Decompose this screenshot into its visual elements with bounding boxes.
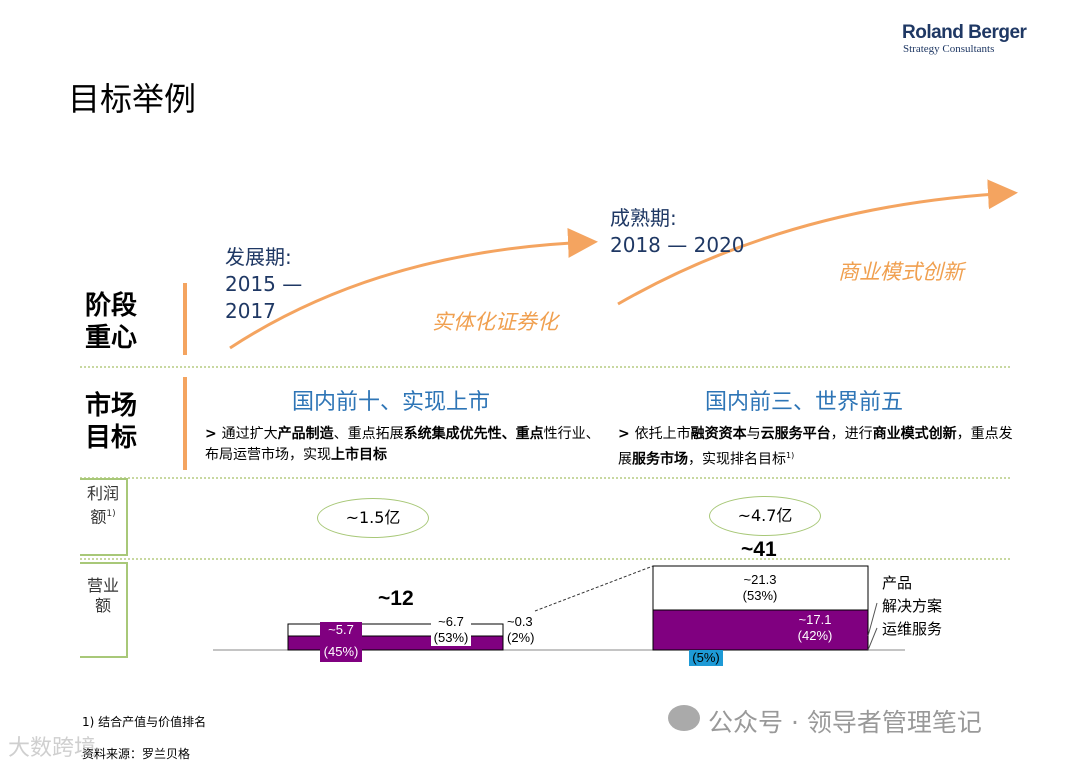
goal-2-description: > 依托上市融资资本与云服务平台，进行商业模式创新，重点发展服务市场，实现排名目…	[618, 424, 1013, 471]
row-label-market: 市场目标	[85, 391, 138, 453]
description-fragment: 、重点拓展	[333, 426, 404, 442]
description-fragment: >	[205, 426, 222, 442]
footnote: 1) 结合产值与价值排名	[82, 715, 207, 729]
description-fragment: 上市目标	[331, 447, 387, 463]
zoom-connector	[534, 565, 654, 612]
description-fragment: 融资资本	[690, 426, 747, 442]
row-divider	[80, 477, 1010, 479]
value: ~17.1	[798, 612, 832, 627]
row-label-focus: 阶段重心	[85, 291, 138, 353]
phase-2: 成熟期: 2018 — 2020	[610, 205, 745, 259]
revenue-legend: 产品 解决方案 运维服务	[882, 572, 942, 641]
revenue-2017-total: ~12	[378, 587, 414, 610]
description-fragment: 行业、布局运营市场，实现	[205, 426, 600, 463]
row-divider	[80, 558, 1010, 560]
legend-leader-2	[867, 627, 878, 651]
phase-name: 发展期:	[225, 245, 292, 269]
revenue-2020-service-label: (5%)	[689, 650, 723, 666]
logo-roland-berger: Roland Berger	[902, 22, 1027, 43]
pct: (42%)	[797, 628, 833, 643]
divider-bar-focus	[183, 283, 187, 355]
profit-2020: ~4.7亿	[709, 496, 821, 536]
phase-1: 发展期: 2015 — 2017	[225, 244, 315, 325]
legend-service: 运维服务	[882, 620, 943, 638]
row-divider	[80, 366, 1010, 368]
description-fragment: 云服务平台	[760, 426, 831, 442]
phase-name: 成熟期:	[610, 206, 677, 230]
legend-solution: 解决方案	[882, 597, 943, 615]
phase-2-theme: 商业模式创新	[838, 260, 964, 284]
goal-2-title: 国内前三、世界前五	[705, 390, 904, 415]
phase-1-theme: 实体化证券化	[432, 310, 558, 334]
growth-arrow-2	[617, 179, 1018, 306]
pct: (53%)	[742, 588, 778, 603]
pct: (2%)	[507, 630, 535, 645]
description-fragment: ，重点发展	[618, 426, 1013, 468]
watermark-left: 大数跨境	[8, 736, 97, 761]
phase-years: 2015 — 2017	[225, 272, 303, 323]
goal-1-description: > 通过扩大产品制造、重点拓展系统集成优先性、重点性行业、布局运营市场，实现上市…	[205, 424, 600, 466]
value: ~21.3	[743, 572, 777, 587]
legend-leader-1	[867, 602, 878, 637]
description-fragment: 依托上市	[634, 426, 691, 442]
revenue-2020-solution-label: ~17.1 (42%)	[790, 612, 840, 644]
bar-2020-solution	[652, 609, 869, 651]
description-fragment: 与	[746, 426, 761, 442]
description-fragment: 通过扩大	[221, 426, 278, 442]
bar-2020-product	[652, 565, 869, 611]
description-fragment: 产品制造	[277, 426, 334, 442]
revenue-2017-solution-label: ~5.7 (45%)	[320, 622, 362, 662]
profit-label: 利润额	[86, 484, 119, 527]
profit-2017: ~1.5亿	[317, 498, 429, 538]
growth-arrow-1	[229, 227, 598, 350]
goal-1-title: 国内前十、实现上市	[292, 390, 491, 415]
divider-bar-market	[183, 377, 187, 470]
phase-years: 2018 — 2020	[610, 233, 745, 257]
description-fragment: 服务市场	[632, 451, 688, 468]
description-fragment: 系统集成优先性、重点	[403, 426, 544, 442]
profit-footnote-mark: 1)	[106, 509, 116, 519]
description-fragment: >	[618, 426, 635, 442]
description-fragment: 性	[543, 426, 558, 442]
logo-subtitle: Strategy Consultants	[903, 43, 995, 55]
legend-product: 产品	[882, 574, 913, 592]
description-fragment: ，进行	[830, 426, 873, 442]
page-title: 目标举例	[68, 80, 197, 118]
revenue-2020-total: ~41	[741, 538, 777, 561]
description-fragment: 商业模式创新	[872, 426, 957, 442]
pct: (53%)	[433, 630, 469, 645]
source-note: 资料来源：罗兰贝格	[82, 747, 191, 761]
wechat-icon	[668, 705, 700, 731]
row-label-profit: 利润额1)	[80, 478, 128, 556]
row-label-revenue: 营业额	[80, 562, 128, 658]
description-fragment: ，实现排名目标	[688, 451, 786, 468]
value: ~5.7	[328, 622, 354, 637]
revenue-2020-product-label: ~21.3 (53%)	[730, 572, 790, 604]
pct: (45%)	[323, 644, 359, 659]
watermark-wechat: 公众号 · 领导者管理笔记	[708, 708, 982, 737]
value: ~6.7	[438, 614, 464, 629]
revenue-2017-service-label: ~0.3 (2%)	[507, 614, 541, 646]
value: ~0.3	[507, 614, 533, 629]
revenue-2017-product-label: ~6.7 (53%)	[431, 614, 471, 646]
description-fragment: 1)	[786, 451, 795, 460]
